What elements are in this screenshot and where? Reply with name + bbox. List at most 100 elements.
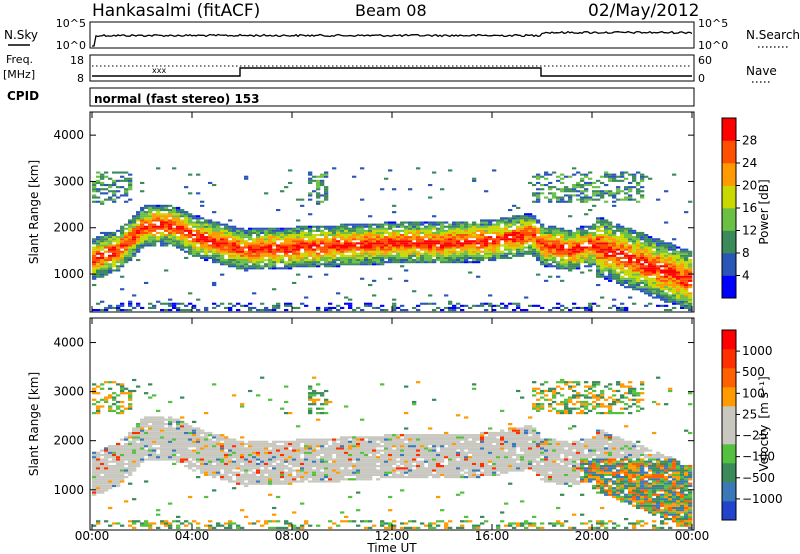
- heatmap-cell: [552, 225, 557, 228]
- heatmap-cell: [624, 234, 629, 237]
- heatmap-cell: [416, 246, 421, 249]
- heatmap-cell: [228, 445, 233, 448]
- heatmap-cell: [372, 259, 377, 262]
- heatmap-cell: [672, 302, 677, 305]
- heatmap-cell: [148, 242, 153, 245]
- heatmap-cell: [580, 231, 585, 234]
- heatmap-cell: [600, 238, 605, 241]
- heatmap-cell: [392, 234, 397, 237]
- heatmap-cell: [168, 400, 173, 404]
- heatmap-cell: [688, 296, 693, 299]
- heatmap-cell: [420, 261, 425, 264]
- heatmap-cell: [608, 173, 613, 176]
- heatmap-cell: [684, 259, 689, 262]
- heatmap-cell: [556, 175, 561, 178]
- heatmap-cell: [112, 409, 117, 412]
- heatmap-cell: [304, 473, 309, 476]
- heatmap-cell: [108, 478, 113, 481]
- colorbar-tick-label: 8: [742, 246, 750, 260]
- heatmap-cell: [240, 449, 245, 452]
- heatmap-cell: [676, 290, 681, 293]
- heatmap-cell: [500, 256, 505, 259]
- heatmap-cell: [528, 236, 533, 239]
- heatmap-cell: [680, 302, 685, 305]
- heatmap-cell: [300, 502, 305, 505]
- heatmap-cell: [276, 231, 281, 234]
- heatmap-cell: [328, 259, 333, 262]
- heatmap-cell: [164, 223, 169, 226]
- heatmap-cell: [660, 298, 665, 301]
- heatmap-cell: [588, 304, 593, 307]
- heatmap-cell: [104, 476, 109, 479]
- heatmap-cell: [208, 240, 213, 243]
- heatmap-cell: [408, 254, 413, 257]
- heatmap-cell: [452, 223, 457, 226]
- heatmap-cell: [504, 227, 509, 230]
- heatmap-cell: [572, 184, 577, 187]
- heatmap-cell: [564, 229, 569, 232]
- heatmap-cell: [160, 227, 165, 230]
- heatmap-cell: [112, 261, 117, 264]
- heatmap-cell: [212, 281, 217, 284]
- heatmap-cell: [640, 259, 645, 262]
- heatmap-cell: [540, 306, 545, 309]
- heatmap-cell: [116, 171, 121, 174]
- heatmap-cell: [156, 227, 161, 230]
- heatmap-cell: [124, 248, 129, 251]
- heatmap-cell: [184, 442, 189, 446]
- heatmap-cell: [308, 387, 313, 390]
- heatmap-cell: [268, 460, 273, 463]
- heatmap-cell: [284, 302, 289, 305]
- heatmap-cell: [368, 240, 373, 243]
- heatmap-cell: [152, 416, 157, 419]
- heatmap-cell: [136, 240, 141, 243]
- heatmap-cell: [412, 306, 417, 309]
- heatmap-cell: [100, 458, 105, 461]
- heatmap-cell: [564, 234, 569, 237]
- heatmap-cell: [120, 409, 125, 412]
- heatmap-cell: [208, 524, 213, 527]
- heatmap-cell: [128, 231, 133, 234]
- heatmap-cell: [192, 244, 197, 247]
- heatmap-cell: [232, 462, 237, 465]
- heatmap-cell: [448, 236, 453, 239]
- heatmap-cell: [104, 171, 109, 174]
- heatmap-cell: [584, 229, 589, 232]
- heatmap-cell: [212, 244, 217, 247]
- heatmap-cell: [640, 275, 645, 278]
- heatmap-cell: [444, 252, 449, 255]
- heatmap-cell: [324, 173, 329, 176]
- heatmap-cell: [428, 238, 433, 241]
- heatmap-cell: [536, 198, 541, 201]
- heatmap-cell: [668, 246, 673, 249]
- heatmap-cell: [248, 440, 253, 443]
- heatmap-cell: [444, 238, 449, 241]
- heatmap-cell: [112, 200, 117, 203]
- heatmap-cell: [380, 225, 385, 228]
- heatmap-cell: [640, 281, 645, 284]
- heatmap-cell: [260, 240, 265, 243]
- heatmap-cell: [488, 238, 493, 241]
- heatmap-cell: [556, 244, 561, 247]
- heatmap-cell: [412, 221, 417, 224]
- heatmap-cell: [672, 294, 677, 297]
- heatmap-cell: [264, 192, 269, 195]
- heatmap-cell: [108, 177, 113, 180]
- heatmap-cell: [596, 179, 601, 182]
- heatmap-cell: [620, 263, 625, 266]
- heatmap-cell: [272, 236, 277, 239]
- heatmap-cell: [176, 425, 181, 428]
- heatmap-cell: [624, 277, 629, 280]
- heatmap-cell: [436, 227, 441, 230]
- heatmap-cell: [276, 445, 281, 448]
- heatmap-cell: [576, 246, 581, 249]
- heatmap-cell: [424, 240, 429, 243]
- heatmap-cell: [340, 254, 345, 257]
- heatmap-cell: [392, 256, 397, 259]
- y-tick-label: 3000: [53, 174, 84, 188]
- heatmap-cell: [136, 229, 141, 232]
- heatmap-cell: [316, 252, 321, 255]
- heatmap-cell: [216, 473, 221, 476]
- heatmap-cell: [248, 234, 253, 237]
- heatmap-cell: [128, 469, 133, 472]
